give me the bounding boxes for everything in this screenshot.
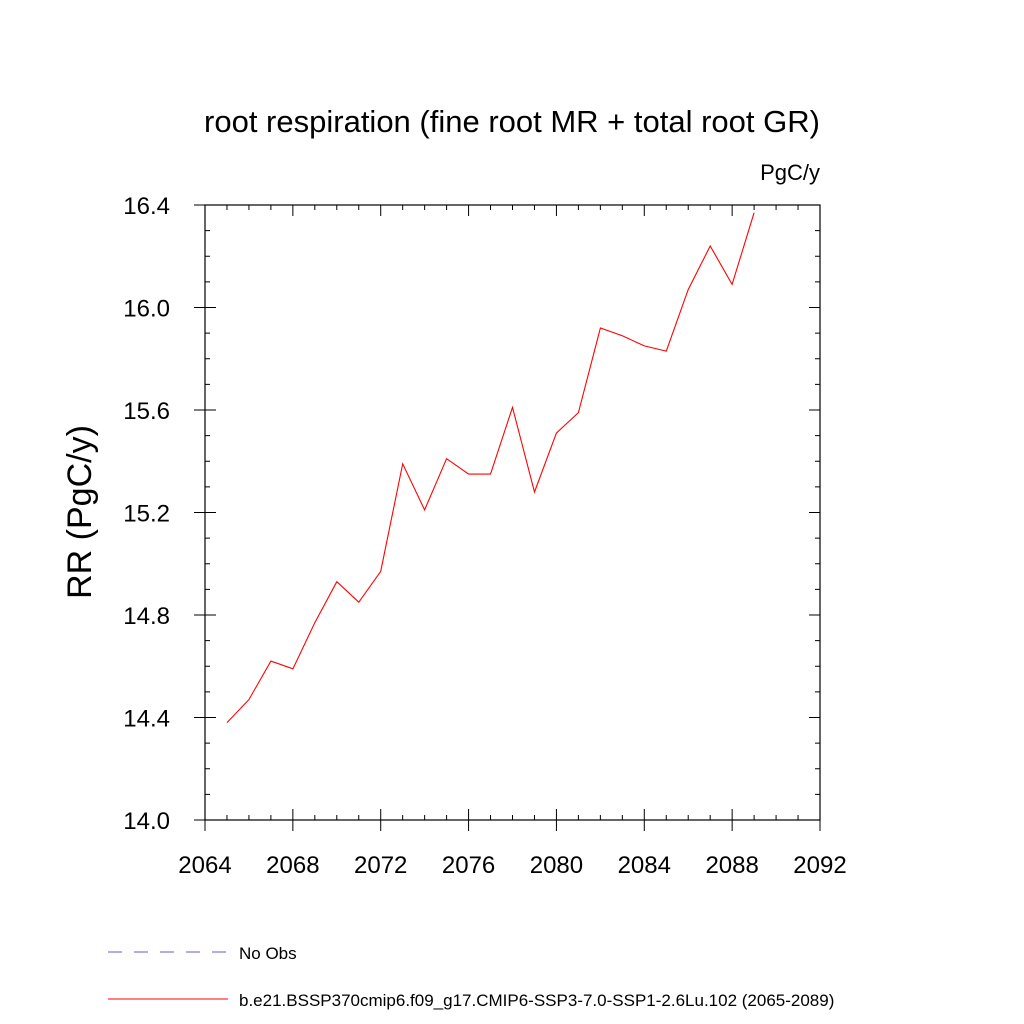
units-label: PgC/y — [760, 160, 820, 185]
y-tick-label: 14.4 — [123, 706, 170, 733]
chart-title: root respiration (fine root MR + total r… — [204, 104, 820, 139]
y-axis-label: RR (PgC/y) — [61, 425, 99, 599]
x-tick-label: 2080 — [530, 852, 583, 879]
x-tick-label: 2068 — [266, 852, 319, 879]
legend-label: No Obs — [239, 944, 297, 963]
y-axis-tick-labels: 14.0 14.4 14.8 15.2 15.6 16.0 16.4 — [123, 193, 170, 835]
x-tick-label: 2072 — [354, 852, 407, 879]
y-tick-label: 14.8 — [123, 603, 170, 630]
y-tick-label: 16.4 — [123, 193, 170, 220]
y-tick-label: 14.0 — [123, 808, 170, 835]
legend: No Obs b.e21.BSSP370cmip6.f09_g17.CMIP6-S… — [108, 944, 834, 1010]
x-tick-label: 2084 — [618, 852, 671, 879]
y-tick-label: 15.6 — [123, 398, 170, 425]
x-tick-label: 2088 — [705, 852, 758, 879]
x-tick-label: 2092 — [793, 852, 846, 879]
x-tick-label: 2076 — [442, 852, 495, 879]
x-tick-label: 2064 — [178, 852, 231, 879]
x-axis-tick-labels: 2064 2068 2072 2076 2080 2084 2088 2092 — [178, 852, 846, 879]
series-line — [226, 212, 755, 723]
y-tick-label: 16.0 — [123, 296, 170, 323]
axis-ticks — [194, 204, 821, 831]
plot-frame — [204, 204, 821, 821]
y-tick-label: 15.2 — [123, 501, 170, 528]
legend-label: b.e21.BSSP370cmip6.f09_g17.CMIP6-SSP3-7.… — [239, 991, 834, 1010]
series-lines — [226, 212, 755, 723]
